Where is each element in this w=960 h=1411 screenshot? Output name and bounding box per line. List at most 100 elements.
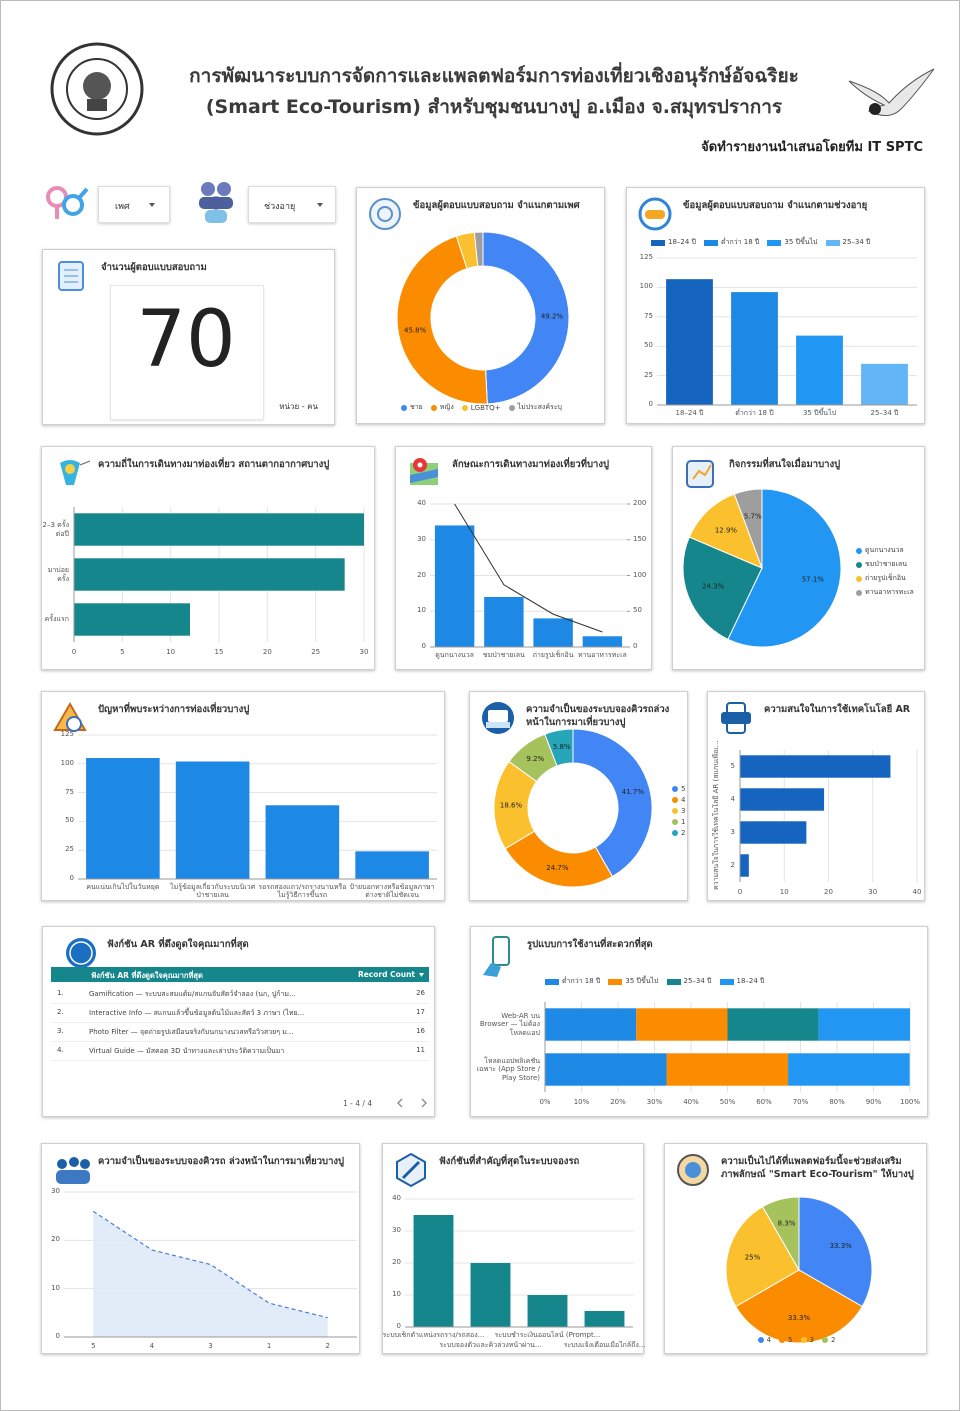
bar-segment (636, 1008, 728, 1041)
y-axis-title: ความสนใจในการใช้เทคโนโลยี AR (สแกนเพื่อเ… (711, 740, 720, 891)
x-tick-label: 35 ปีขึ้นไป (802, 409, 837, 417)
y-tick-label: 40 (417, 499, 426, 507)
column-header[interactable]: ฟังก์ชัน AR ที่ดึงดูดใจคุณมากที่สุด (91, 971, 203, 980)
x-tick-label: 4 (149, 1342, 155, 1350)
next-page[interactable] (421, 1098, 427, 1108)
y-tick-label: 10 (392, 1290, 401, 1298)
legend-swatch (666, 978, 681, 985)
legend-item: 3 (800, 1336, 814, 1344)
chart-title: ข้อมูลผู้ตอบแบบสอบถาม จำแนกตามช่วงอายุ (683, 200, 868, 211)
x-tick-label: 20 (262, 648, 272, 656)
value-label: 24.7% (546, 864, 569, 872)
value-label: 18.6% (500, 801, 523, 809)
legend-label: ชาย (409, 403, 423, 411)
slice (396, 235, 488, 405)
filter-dropdown[interactable]: เพศ (98, 186, 170, 223)
x-tick-label: ชมป่าชายเลน (482, 651, 525, 659)
filter-label: ช่วงอายุ (264, 202, 296, 212)
legend-item: 5 (672, 785, 688, 793)
slice (688, 493, 763, 569)
icon (53, 701, 87, 732)
legend-item: 25–34 ปี (825, 237, 871, 248)
x-tick-label: ต่ำกว่า 18 ปี (735, 409, 774, 417)
legend-item: ถ่ายรูปเช็กอิน (856, 573, 926, 584)
legend-item: ชมป่าชายเลน (856, 559, 926, 570)
bird (848, 68, 935, 116)
row-number: 3. (57, 1027, 64, 1035)
chart (430, 503, 630, 648)
legend-swatch (400, 404, 407, 411)
legend-item: 2 (672, 829, 688, 837)
bar-segment (788, 1053, 910, 1086)
table-row: 1. Gamification — ระบบสะสมแต้ม/สแกนจับสัต… (51, 984, 429, 1004)
y-tick-label: 50 (644, 341, 653, 350)
panel: ลักษณะการเดินทางมาท่องเที่ยวที่บางปู 0 10… (395, 446, 652, 670)
chart-title: รูปแบบการใช้งานที่สะดวกที่สุด (527, 939, 653, 950)
score-value: 70 (136, 295, 236, 385)
legend-swatch (856, 575, 862, 582)
chart (739, 750, 918, 882)
legend-label: 25–34 ปี (683, 977, 712, 985)
legend-item: 2 (821, 1336, 835, 1344)
bar (582, 636, 623, 647)
x-tick-label: 80% (829, 1098, 845, 1106)
slice (473, 231, 484, 267)
y-tick-label: 0 (69, 874, 74, 882)
legend-item: ชาย (400, 402, 423, 413)
x-tick-label: 90% (865, 1098, 882, 1106)
value-label: 57.1% (802, 576, 825, 584)
table-header: ฟังก์ชัน AR ที่ดึงดูดใจคุณมากที่สุด Reco… (51, 967, 429, 982)
chart-title: ความจำเป็นของระบบจองคิวรถล่วงหน้าในการมา… (526, 704, 670, 728)
y-tick-label: 30 (417, 534, 426, 543)
legend-swatch (856, 561, 862, 568)
x-tick-label: ระบบเช็กตำแหน่งรถราง/รถสอง... (382, 1331, 485, 1339)
y-tick-label: มาบ่อยครั้ง (47, 566, 69, 583)
chart: 41.7% 24.7% 18.6% 9.2% 5.8% (493, 728, 653, 888)
score-unit: หน่วย - คน (279, 402, 318, 411)
x-tick-label: 60% (756, 1098, 772, 1106)
y-tick-label: 20 (417, 570, 426, 579)
legend-label: 4 (681, 796, 686, 804)
legend-swatch (800, 1337, 807, 1343)
chart (405, 1198, 633, 1328)
column-header[interactable]: Record Count (357, 970, 415, 979)
value-label: 12.9% (715, 526, 738, 534)
x-tick-label: 100% (899, 1098, 920, 1106)
legend: ดูนกนางนวล ชมป่าชายเลน ถ่ายรูปเช็กอิน ทานอา… (856, 545, 926, 598)
y-tick-label: 75 (65, 787, 74, 796)
legend-label: 25–34 ปี (842, 238, 871, 246)
bar (74, 603, 190, 636)
legend-item: 1 (672, 818, 688, 826)
x-tick-label: 70% (792, 1098, 809, 1106)
credit: จัดทำรายงานนำเสนอโดยทีม IT SPTC (701, 140, 923, 155)
slice (572, 728, 653, 878)
y-tick-label: 10 (51, 1283, 60, 1292)
y2-tick-label: 100 (633, 570, 647, 579)
row-count: 16 (416, 1027, 425, 1035)
legend-swatch (856, 547, 862, 554)
x-tick-label: 10 (166, 648, 176, 656)
table-panel: ฟังก์ชัน AR ที่ดึงดูดใจคุณมากที่สุด ฟังก… (42, 926, 435, 1117)
value-label: 5.7% (744, 513, 762, 521)
x-tick-label: 3 (208, 1342, 213, 1350)
bar (740, 755, 891, 778)
bar (731, 292, 778, 405)
legend: 5 4 3 1 2 (672, 785, 688, 837)
y-tick-label: 125 (639, 253, 653, 261)
panel: ความจำเป็นของระบบจองคิวรถล่วงหน้าในการมา… (469, 691, 688, 901)
bar (434, 525, 475, 647)
bar (175, 761, 250, 879)
bar (533, 618, 573, 647)
legend-label: LGBTQ+ (470, 403, 501, 412)
score-box (110, 285, 264, 420)
slice (798, 1196, 873, 1308)
x-tick-label: รอรถสองแถว/รถรางนานหรือไม่รู้วิธีการขึ้น… (258, 883, 347, 900)
y-tick-label: 0 (55, 1332, 60, 1340)
value-label: 41.7% (622, 788, 645, 796)
filter-dropdown[interactable]: ช่วงอายุ (248, 186, 336, 223)
legend-item: ทานอาหารทะเล (856, 587, 926, 598)
icon (56, 1157, 90, 1184)
prev-page[interactable] (397, 1098, 403, 1108)
y-tick-label: 2–3 ครั้งต่อปี (42, 521, 70, 538)
scorecard-title: จำนวนผู้ตอบแบบสอบถาม (101, 262, 207, 273)
